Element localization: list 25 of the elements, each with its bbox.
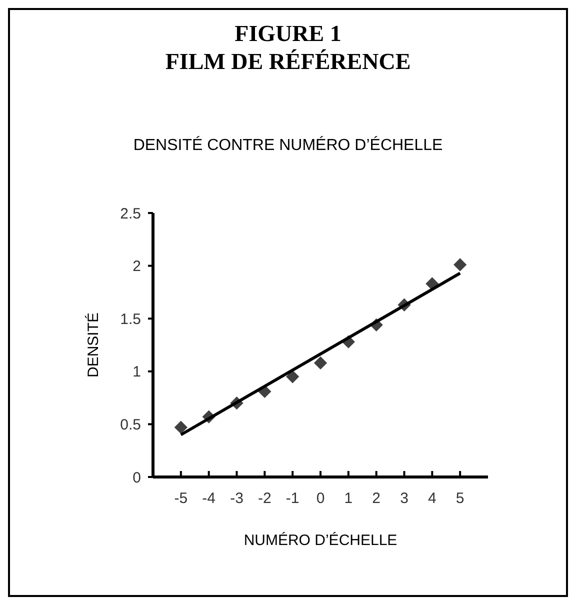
x-tick-label: -3 xyxy=(230,490,244,507)
y-tick-label: 1.5 xyxy=(120,310,141,328)
x-tick-label: 1 xyxy=(344,490,353,507)
x-tick-label: 0 xyxy=(316,490,325,507)
x-tick-label: 3 xyxy=(400,490,408,507)
y-tick-label: 0.5 xyxy=(120,416,141,434)
y-tick-label: 0 xyxy=(132,469,141,486)
point xyxy=(174,420,188,434)
y-tick-label: 2.5 xyxy=(120,205,141,222)
y-tick-label: 1 xyxy=(132,364,141,381)
chart-title: FIGURE 1 FILM DE RÉFÉRENCE xyxy=(165,21,411,74)
x-axis-title: NUMÉRO D’ÉCHELLE xyxy=(244,531,398,549)
point xyxy=(286,370,300,384)
x-tick-label: -1 xyxy=(286,490,300,507)
x-tick-label: -5 xyxy=(174,490,188,507)
y-tick-label: 2 xyxy=(132,258,141,276)
x-tick-label: -4 xyxy=(202,490,216,507)
x-tick-label: -2 xyxy=(258,490,272,507)
x-tick-label: 2 xyxy=(372,490,381,507)
x-tick-label: 4 xyxy=(428,490,436,507)
chart-subtitle: DENSITÉ CONTRE NUMÉRO D’ÉCHELLE xyxy=(133,136,443,154)
x-tick-label: 5 xyxy=(456,490,464,507)
point xyxy=(454,258,467,272)
y-axis-title: DENSITÉ xyxy=(84,312,102,378)
point xyxy=(314,356,328,370)
